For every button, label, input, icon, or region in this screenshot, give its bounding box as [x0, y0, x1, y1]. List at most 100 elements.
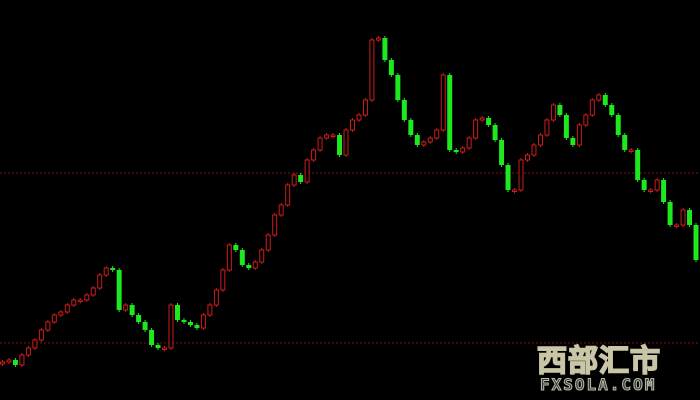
candle-down — [149, 330, 155, 345]
candle-up — [544, 119, 550, 136]
candle-up — [64, 304, 70, 313]
candle-up — [38, 329, 44, 341]
candle-up — [648, 189, 654, 192]
candle-down — [447, 75, 453, 150]
candle-up — [427, 137, 433, 143]
candle-down — [298, 175, 304, 182]
candle-up — [654, 179, 660, 191]
candle-up — [674, 224, 680, 227]
candle-down — [142, 322, 148, 330]
candle-up — [207, 304, 213, 316]
candle-up — [350, 119, 355, 131]
candle-down — [609, 105, 615, 115]
candle-up — [537, 134, 543, 146]
candle-up — [90, 287, 96, 296]
candle-up — [317, 137, 323, 151]
candle-up — [259, 249, 265, 263]
candle-up — [97, 274, 103, 289]
candle-down — [337, 135, 343, 155]
candle-down — [194, 325, 200, 328]
candle-down — [453, 150, 459, 152]
candle-up — [84, 294, 90, 301]
candle-down — [499, 140, 505, 165]
candle-down — [12, 360, 18, 365]
candle-up — [252, 261, 258, 269]
candle-down — [570, 138, 576, 145]
candle-up — [531, 144, 537, 156]
candle-up — [226, 244, 232, 271]
candle-up — [265, 234, 271, 251]
candle-down — [181, 320, 187, 322]
candle-down — [492, 125, 498, 140]
candle-up — [375, 37, 381, 41]
candle-up — [518, 159, 524, 191]
candle-up — [213, 289, 219, 306]
candle-up — [473, 119, 479, 139]
candle-up — [304, 159, 310, 183]
candle-down — [239, 250, 245, 265]
candle-up — [58, 311, 64, 316]
candle-up — [77, 299, 83, 302]
candle-down — [563, 115, 569, 138]
candle-down — [505, 165, 511, 190]
candle-down — [175, 305, 180, 320]
candle-up — [434, 129, 440, 139]
candle-up — [680, 209, 686, 226]
candle-up — [589, 99, 595, 116]
candle-down — [187, 322, 193, 325]
candle-up — [324, 134, 330, 139]
candle-up — [596, 94, 602, 101]
candle-up — [628, 149, 634, 152]
candle-up — [162, 347, 168, 350]
candle-up — [356, 114, 362, 121]
candle-up — [6, 359, 12, 363]
candle-up — [272, 214, 278, 236]
candle-up — [525, 154, 530, 161]
candle-down — [136, 315, 142, 322]
candle-down — [687, 210, 693, 225]
candle-down — [233, 245, 239, 250]
candle-down — [129, 305, 135, 315]
candle-up — [123, 304, 129, 311]
candle-up — [103, 267, 109, 276]
candle-down — [388, 60, 394, 75]
candle-up — [343, 129, 349, 156]
candle-down — [246, 265, 252, 268]
candle-up — [19, 354, 25, 366]
candle-down — [395, 75, 401, 100]
candle-up — [51, 314, 57, 323]
candle-up — [466, 137, 472, 149]
candle-up — [285, 184, 291, 206]
watermark-chinese: 西部汇市 — [537, 344, 661, 379]
candle-up — [25, 347, 31, 356]
candle-up — [369, 39, 375, 101]
candle-up — [71, 299, 77, 306]
candle-down — [641, 180, 647, 190]
candle-up — [362, 99, 368, 116]
candle-up — [576, 124, 582, 146]
candle-up — [32, 339, 38, 349]
candle-down — [116, 270, 122, 310]
candle-up — [512, 189, 518, 192]
watermark-domain: FXSOLA.COM — [540, 375, 656, 394]
candle-down — [401, 100, 407, 120]
candle-up — [0, 361, 5, 365]
candle-up — [421, 141, 427, 146]
candle-up — [200, 314, 206, 329]
candle-down — [486, 118, 492, 125]
candle-down — [382, 38, 388, 60]
candle-down — [661, 180, 667, 202]
candle-down — [667, 202, 673, 225]
candle-down — [414, 135, 420, 145]
candle-down — [408, 120, 414, 135]
candle-down — [693, 225, 699, 260]
candle-up — [460, 147, 466, 153]
candle-down — [155, 345, 161, 348]
candle-up — [168, 304, 174, 349]
candle-up — [583, 114, 589, 126]
candle-up — [45, 321, 51, 331]
candle-up — [330, 134, 336, 137]
candle-down — [602, 95, 608, 105]
